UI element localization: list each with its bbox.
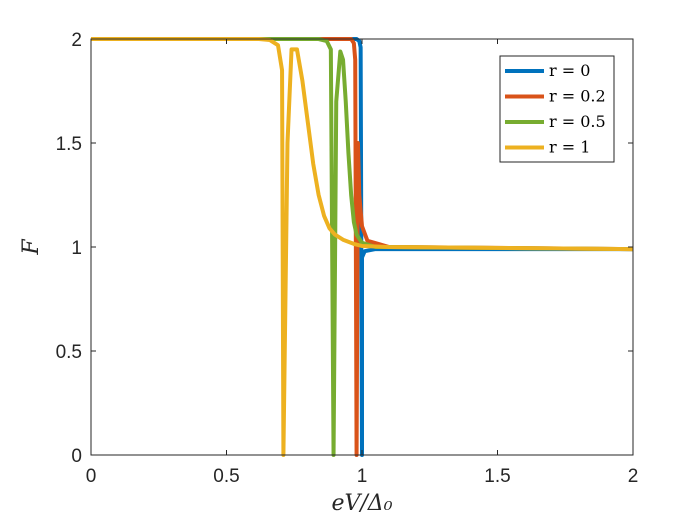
x-axis: 0 0.5 1 1.5 2 (86, 39, 639, 487)
series-line (91, 37, 634, 457)
y-tick-label: 0.5 (56, 342, 82, 363)
legend-box (499, 55, 615, 163)
legend-label: r = 0.5 (549, 112, 606, 131)
series-line (91, 37, 634, 457)
y-tick-label: 2 (71, 30, 82, 51)
legend-items: r = 0 r = 0.2 r = 0.5 r = 1 (505, 61, 606, 157)
x-tick-label: 0 (86, 466, 97, 487)
legend-label: r = 0 (549, 61, 590, 80)
y-axis-label: F (19, 239, 44, 256)
legend: r = 0 r = 0.2 r = 0.5 r = 1 (499, 55, 615, 163)
x-tick-label: 1.5 (484, 466, 510, 487)
y-tick-label: 0 (71, 446, 82, 467)
y-tick-label: 1.5 (56, 134, 82, 155)
series-layer (91, 37, 634, 457)
x-tick-label: 1 (357, 466, 368, 487)
x-tick-label: 0.5 (213, 466, 239, 487)
x-axis-label: eV/Δ₀ (331, 491, 392, 516)
series-line (91, 37, 634, 457)
y-tick-label: 1 (71, 238, 82, 259)
legend-label: r = 1 (549, 138, 590, 157)
x-tick-label: 2 (628, 466, 639, 487)
legend-label: r = 0.2 (549, 87, 606, 106)
y-axis: 0 0.5 1 1.5 2 (56, 30, 633, 467)
